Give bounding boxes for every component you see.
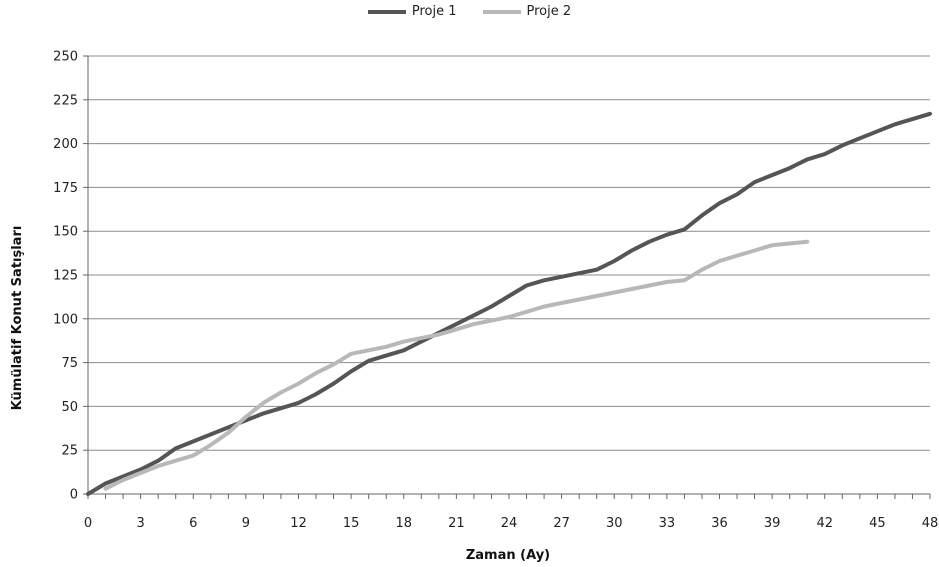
- x-tick-label-30: 30: [606, 516, 623, 531]
- y-tick-label-100: 100: [53, 312, 78, 327]
- legend-label-proje-1: Proje 1: [411, 4, 457, 19]
- x-tick-label-18: 18: [395, 516, 412, 531]
- series-line-proje-1: [86, 111, 932, 496]
- gridlines: [88, 55, 930, 451]
- legend-swatch-proje-1: [367, 9, 406, 14]
- y-tick-label-125: 125: [53, 269, 78, 284]
- series-lines: [86, 111, 932, 496]
- y-tick-label-225: 225: [53, 93, 78, 108]
- axes: [83, 55, 931, 499]
- x-tick-label-24: 24: [501, 516, 518, 531]
- y-axis-title: Kümülatif Konut Satışları: [10, 226, 25, 411]
- x-tick-label-12: 12: [290, 516, 307, 531]
- y-tick-label-0: 0: [70, 488, 78, 503]
- y-tick-labels: 0 25 50 75 100 125 150 175 200 225 250: [53, 50, 78, 503]
- legend-label-proje-2: Proje 2: [526, 4, 572, 19]
- x-tick-label-15: 15: [343, 516, 360, 531]
- x-tick-label-0: 0: [84, 516, 92, 531]
- x-tick-label-39: 39: [764, 516, 781, 531]
- x-tick-label-48: 48: [922, 516, 939, 531]
- y-tick-label-250: 250: [53, 50, 78, 65]
- x-tick-label-45: 45: [869, 516, 886, 531]
- y-tick-label-200: 200: [53, 137, 78, 152]
- y-tick-label-75: 75: [61, 356, 78, 371]
- x-tick-label-21: 21: [448, 516, 465, 531]
- x-tick-label-6: 6: [189, 516, 197, 531]
- y-tick-label-175: 175: [53, 181, 78, 196]
- x-axis-title: Zaman (Ay): [466, 548, 550, 563]
- y-tick-label-50: 50: [61, 400, 78, 415]
- y-tick-label-25: 25: [61, 444, 78, 459]
- series-line-proje-2: [103, 239, 810, 491]
- x-tick-labels: 0 3 6 9 12 15 18 21 24 27 30 33 36 39 42 45 48: [84, 516, 938, 531]
- x-tick-label-3: 3: [136, 516, 144, 531]
- legend: Proje 1 Proje 2: [0, 4, 939, 19]
- legend-swatch-proje-2: [482, 9, 521, 14]
- y-tick-label-150: 150: [53, 225, 78, 240]
- legend-item-proje-1: Proje 1: [367, 4, 457, 19]
- legend-item-proje-2: Proje 2: [482, 4, 572, 19]
- x-tick-label-42: 42: [816, 516, 833, 531]
- x-tick-label-27: 27: [553, 516, 570, 531]
- x-tick-label-33: 33: [659, 516, 676, 531]
- x-tick-label-36: 36: [711, 516, 728, 531]
- x-tick-label-9: 9: [242, 516, 250, 531]
